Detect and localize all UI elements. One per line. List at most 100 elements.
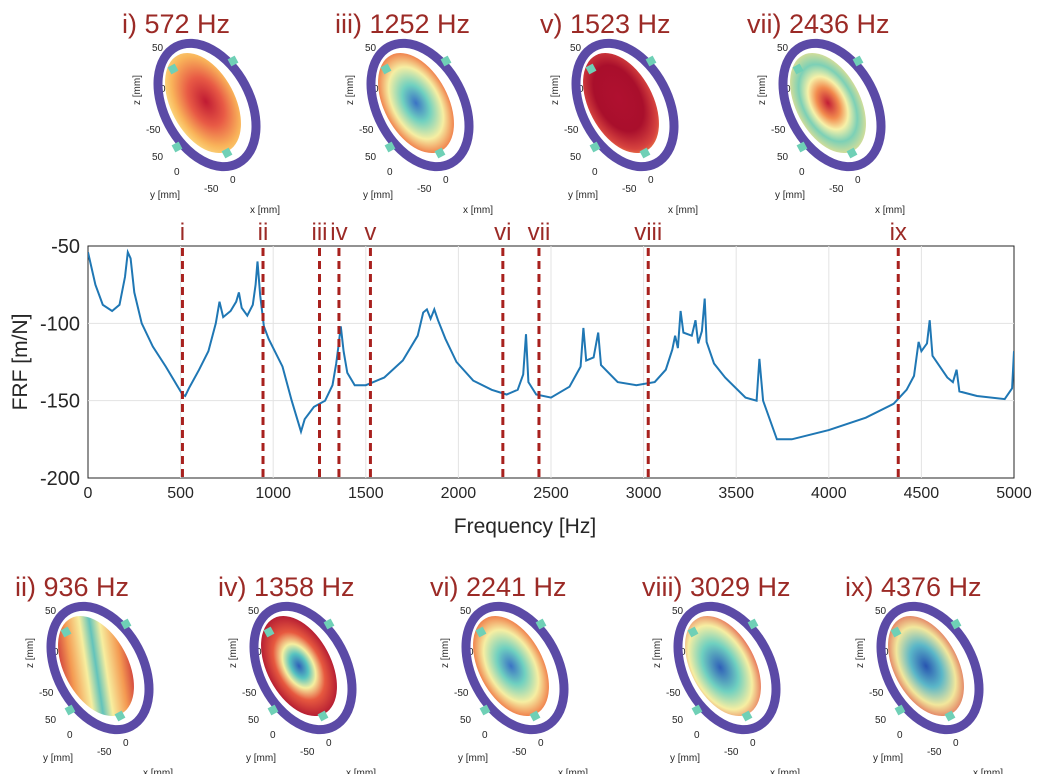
mode-shape-title: i) 572 Hz [122,9,230,39]
mode-shape-ring [366,38,474,172]
y-tick-label: -50 [51,236,80,258]
x-axis-label: x [mm] [346,768,376,774]
x-tick: -50 [829,184,844,195]
support-tab [645,55,657,67]
y-tick: 0 [174,167,180,178]
mode-shape-title: vi) 2241 Hz [430,572,567,602]
support-tab [950,618,962,630]
z-tick: -50 [242,688,257,699]
x-tick-label: 0 [84,485,93,502]
z-tick: 0 [578,84,584,95]
z-tick: 50 [875,606,887,617]
x-tick-label: 4000 [811,485,847,502]
z-tick: 0 [373,84,379,95]
mode-marker-label: vii [528,219,551,246]
mode-shape-surface [473,616,549,716]
support-tab [846,147,858,159]
y-tick: 0 [799,167,805,178]
support-tab [267,704,279,716]
z-tick: -50 [666,688,681,699]
support-tab [852,55,864,67]
x-axis-label: x [mm] [770,768,800,774]
support-tab [64,704,76,716]
mode-marker-label: viii [634,219,662,246]
mode-marker-label: vi [494,219,511,246]
z-tick: -50 [146,125,161,136]
x-axis-label: x [mm] [143,768,173,774]
mode-shape-ring [778,38,886,172]
support-tab [585,63,597,75]
z-tick: 50 [672,606,684,617]
mode-shape-title: iv) 1358 Hz [218,572,355,602]
mode-markers: i ii iii iv v vi vii viii ix [180,219,907,478]
z-tick: -50 [564,125,579,136]
mode-shape-title: iii) 1252 Hz [335,9,470,39]
mode-marker-label: i [180,219,185,246]
support-tab [796,141,808,153]
mode-shape-surface [583,53,659,153]
x-tick-label: 5000 [996,485,1032,502]
x-axis-label: x [mm] [875,205,905,216]
z-axis-label: z [mm] [345,75,356,105]
z-axis-label: z [mm] [132,75,143,105]
support-tab [434,147,446,159]
mode-shape-ring [673,601,781,735]
z-tick: -50 [869,688,884,699]
y-tick: 0 [897,730,903,741]
y-axis-label: y [mm] [775,190,805,201]
support-tab [890,626,902,638]
y-tick: 0 [482,730,488,741]
y-tick: 50 [152,152,164,163]
support-tab [747,618,759,630]
x-tick-label: 1500 [348,485,384,502]
y-axis-label: y [mm] [873,753,903,764]
x-tick-label: 2000 [441,485,477,502]
mode-shape-ring [153,38,261,172]
support-tab [114,710,126,722]
z-tick: 50 [248,606,260,617]
x-axis-label: x [mm] [558,768,588,774]
y-tick: 0 [67,730,73,741]
mode-marker-label: iii [312,219,328,246]
z-tick: 0 [883,647,889,658]
x-tick: 0 [750,738,756,749]
z-tick: 0 [256,647,262,658]
y-tick: 0 [592,167,598,178]
y-axis-title: FRF [m/N] [9,314,32,411]
z-tick: 50 [152,43,164,54]
z-tick: 50 [365,43,377,54]
y-tick: 50 [45,715,57,726]
support-tab [535,618,547,630]
support-tab [317,710,329,722]
x-tick: -50 [204,184,219,195]
z-axis-label: z [mm] [25,638,36,668]
x-tick: 0 [953,738,959,749]
x-tick: -50 [300,747,315,758]
x-axis-title: Frequency [Hz] [454,515,596,538]
y-tick: 0 [270,730,276,741]
x-tick: 0 [123,738,129,749]
support-tab [691,704,703,716]
support-tab [589,141,601,153]
x-tick: -50 [97,747,112,758]
y-axis-ticks: -50 -100 -150 -200 [40,236,80,490]
x-tick: -50 [927,747,942,758]
y-tick: 50 [365,152,377,163]
x-tick-label: 1000 [255,485,291,502]
y-axis-label: y [mm] [43,753,73,764]
mode-shape-ring [876,601,984,735]
mode-shape-panel-v: v) 1523 Hz z [mm] 50 0 -50 50 0 y [mm] -50 0 x [mm… [540,9,698,216]
z-tick: 0 [160,84,166,95]
support-tab [60,626,72,638]
support-tab [221,147,233,159]
x-axis-label: x [mm] [973,768,1003,774]
mode-shape-surface [58,616,134,716]
mode-shape-panel-vi: vi) 2241 Hz z [mm] 50 0 -50 50 0 y [mm] -50 0 x [m… [430,572,588,774]
x-axis-ticks: 0 500 1000 1500 2000 2500 3000 3500 4000 4500 5000 [84,485,1032,502]
mode-shape-panel-ix: ix) 4376 Hz z [mm] 50 0 -50 50 0 y [mm] -50 0 x [m… [845,572,1003,774]
support-tab [380,63,392,75]
x-tick: -50 [622,184,637,195]
x-tick: 0 [230,175,236,186]
y-tick: 50 [777,152,789,163]
mode-marker-label: ii [258,219,269,246]
